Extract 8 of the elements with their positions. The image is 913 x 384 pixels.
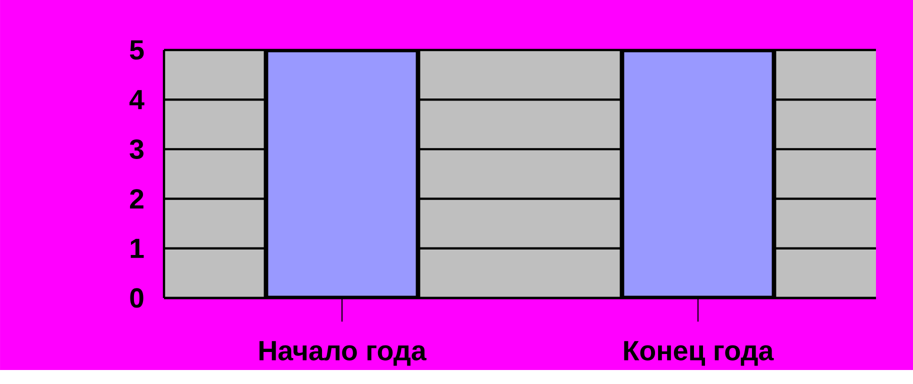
y-tick-label: 5 [130,40,144,60]
y-tick-label: 2 [130,189,144,208]
y-tick-label: 4 [130,90,144,110]
x-tick-label: Начало года [260,341,426,366]
x-tick-label: Конец года [624,341,774,366]
y-tick-label: 1 [130,238,144,258]
y-tick-label: 0 [130,288,144,308]
y-tick-label: 3 [130,139,144,159]
